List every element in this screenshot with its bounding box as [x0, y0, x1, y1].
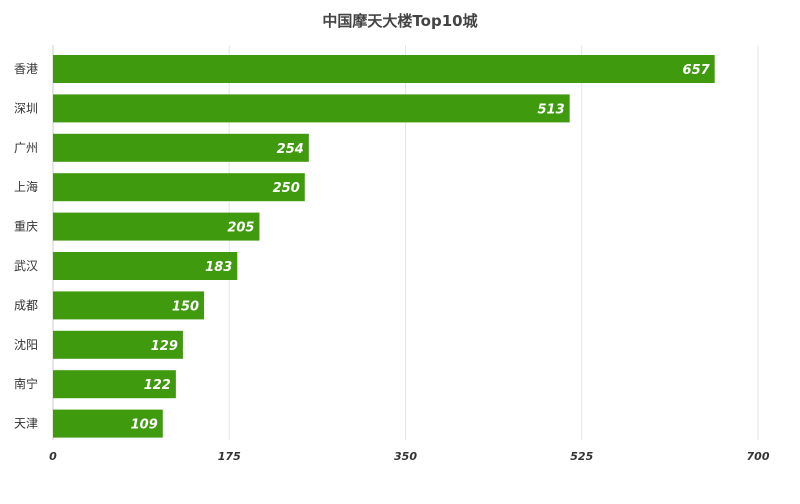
x-tick-label: 350	[394, 450, 417, 463]
category-label: 重庆	[14, 220, 38, 234]
bar	[53, 330, 183, 359]
category-label: 广州	[14, 141, 38, 155]
x-tick-label: 175	[218, 450, 241, 463]
data-label: 109	[131, 418, 158, 433]
chart-title: 中国摩天大楼Top10城	[322, 12, 478, 30]
category-label: 上海	[14, 179, 38, 194]
x-tick-label: 0	[49, 450, 57, 463]
category-label: 南宁	[14, 376, 38, 391]
data-label: 122	[144, 378, 171, 393]
bar	[53, 252, 238, 280]
bar	[53, 55, 715, 83]
data-label: 129	[151, 339, 178, 354]
bar	[53, 94, 570, 123]
bar	[53, 133, 309, 162]
data-label: 150	[172, 299, 199, 314]
bar	[53, 212, 260, 241]
category-label: 天津	[14, 417, 38, 431]
bar	[53, 291, 205, 320]
data-label: 250	[273, 181, 300, 196]
x-tick-label: 700	[747, 450, 770, 463]
data-label: 513	[538, 102, 565, 117]
bar	[53, 173, 305, 202]
data-label: 657	[683, 63, 711, 78]
bar	[53, 409, 163, 438]
bar	[53, 370, 176, 399]
data-label: 183	[205, 260, 232, 275]
category-label: 武汉	[14, 259, 38, 273]
category-label: 沈阳	[14, 337, 38, 352]
category-label: 深圳	[14, 101, 38, 115]
data-label: 254	[277, 142, 304, 157]
data-label: 205	[227, 221, 254, 236]
x-tick-label: 525	[570, 450, 593, 463]
category-label: 香港	[14, 62, 38, 76]
category-label: 成都	[14, 298, 38, 312]
